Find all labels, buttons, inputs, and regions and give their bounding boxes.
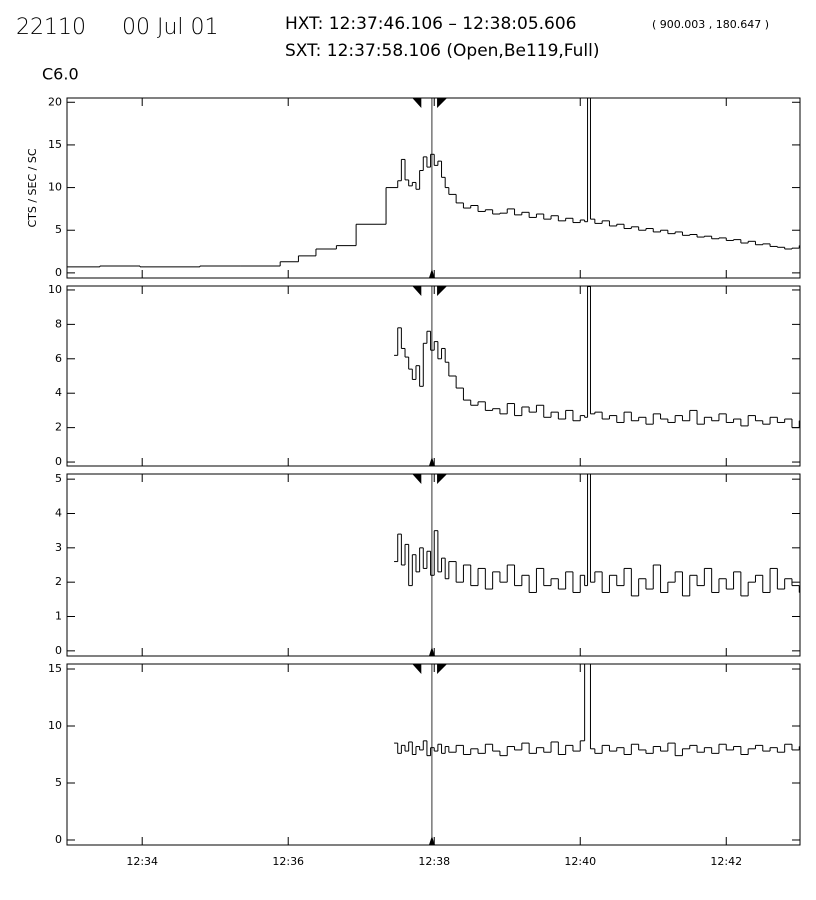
y-tick-label: 2: [55, 421, 62, 434]
coordinates: ( 900.003 , 180.647 ): [652, 18, 769, 31]
sxt-time: SXT: 12:37:58.106 (Open,Be119,Full): [285, 41, 600, 61]
y-tick-label: 5: [55, 223, 62, 236]
panel-frame: [66, 663, 801, 846]
panel-frame: [66, 473, 801, 657]
hxt-start-marker: [412, 286, 422, 296]
x-tick-label: 12:42: [710, 855, 742, 868]
panel-frame: [66, 97, 801, 279]
y-tick-label: 3: [55, 541, 62, 554]
event-id: 22110: [16, 15, 86, 40]
hxt-start-marker: [412, 664, 422, 674]
hxt-start-marker: [412, 98, 422, 108]
y-tick-label: 10: [48, 283, 62, 296]
y-tick-label: 10: [48, 719, 62, 732]
y-tick-label: 5: [55, 472, 62, 485]
hxt-end-marker: [437, 664, 448, 674]
x-tick-label: 12:34: [126, 855, 158, 868]
y-tick-label: 0: [55, 833, 62, 846]
y-tick-label: 0: [55, 266, 62, 279]
y-tick-label: 0: [55, 644, 62, 657]
y-tick-label: 2: [55, 575, 62, 588]
date: 00 Jul 01: [122, 15, 219, 40]
panel-frame: [66, 285, 801, 467]
hxt-time: HXT: 12:37:46.106 – 12:38:05.606: [285, 14, 577, 34]
y-tick-label: 15: [48, 662, 62, 675]
y-tick-label: 6: [55, 352, 62, 365]
y-tick-label: 4: [55, 386, 62, 399]
y-tick-label: 0: [55, 455, 62, 468]
y-tick-label: 20: [48, 95, 62, 108]
sxt-marker: [428, 457, 435, 466]
x-tick-label: 12:38: [418, 855, 450, 868]
x-tick-label: 12:40: [564, 855, 596, 868]
y-tick-label: 10: [48, 181, 62, 194]
y-tick-label: 4: [55, 506, 62, 519]
hxt-end-marker: [437, 98, 448, 108]
sxt-marker: [428, 647, 435, 656]
y-tick-label: 5: [55, 776, 62, 789]
y-tick-label: 15: [48, 138, 62, 151]
hxt-end-marker: [437, 474, 448, 484]
hxt-end-marker: [437, 286, 448, 296]
y-tick-label: 8: [55, 317, 62, 330]
y-tick-label: 1: [55, 610, 62, 623]
x-tick-label: 12:36: [272, 855, 304, 868]
sxt-marker: [428, 269, 435, 278]
y-axis-label: CTS / SEC / SC: [26, 148, 39, 227]
hxt-start-marker: [412, 474, 422, 484]
panel-title: C6.0: [42, 65, 79, 84]
sxt-marker: [428, 836, 435, 845]
